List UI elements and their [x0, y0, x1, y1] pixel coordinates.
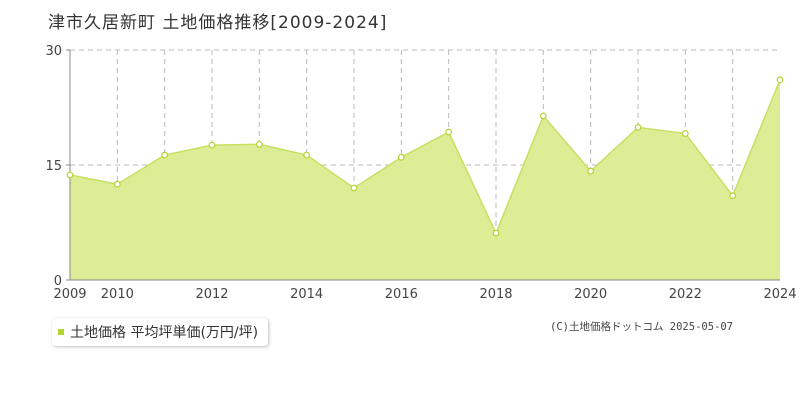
- y-tick-label: 30: [45, 44, 62, 59]
- legend-swatch: [58, 329, 64, 335]
- data-point: [587, 167, 595, 175]
- data-point: [66, 171, 74, 179]
- x-tick-label: 2016: [385, 287, 418, 302]
- data-points: [66, 76, 784, 237]
- x-tick-labels: 2009 2010 2012 2014 2016 2018 2020 2022 2024: [53, 287, 796, 302]
- data-point: [776, 76, 784, 84]
- data-point: [445, 128, 453, 136]
- x-tick-label: 2018: [479, 287, 512, 302]
- data-point: [303, 151, 311, 159]
- data-point: [350, 184, 358, 192]
- data-point: [492, 229, 500, 237]
- chart-title: 津市久居新町 土地価格推移[2009-2024]: [48, 13, 388, 33]
- legend-label: 土地価格 平均坪単価(万円/坪): [70, 325, 259, 341]
- data-point: [634, 124, 642, 131]
- data-point: [539, 112, 547, 120]
- data-point: [113, 180, 121, 188]
- data-point: [255, 140, 263, 148]
- x-tick-label: 2014: [290, 287, 323, 302]
- x-tick-label: 2009: [53, 287, 86, 302]
- price-series-line: [69, 79, 781, 236]
- data-point: [397, 153, 405, 161]
- copyright-text: (C)土地価格ドットコム 2025-05-07: [550, 321, 734, 333]
- x-tick-label: 2020: [574, 287, 607, 302]
- data-point: [161, 151, 169, 159]
- y-tick-labels: 0 15 30: [45, 44, 62, 289]
- axes: [66, 49, 780, 281]
- y-tick-label: 15: [45, 159, 62, 174]
- x-tick-label: 2024: [763, 287, 796, 302]
- data-point: [681, 130, 689, 137]
- data-point: [208, 141, 216, 149]
- x-tick-label: 2022: [669, 287, 702, 302]
- x-tick-label: 2012: [195, 287, 228, 302]
- legend: 土地価格 平均坪単価(万円/坪): [52, 318, 269, 346]
- price-area-fill: [70, 79, 780, 281]
- data-point: [729, 192, 737, 200]
- x-tick-label: 2010: [101, 287, 134, 302]
- y-tick-label: 0: [54, 274, 62, 289]
